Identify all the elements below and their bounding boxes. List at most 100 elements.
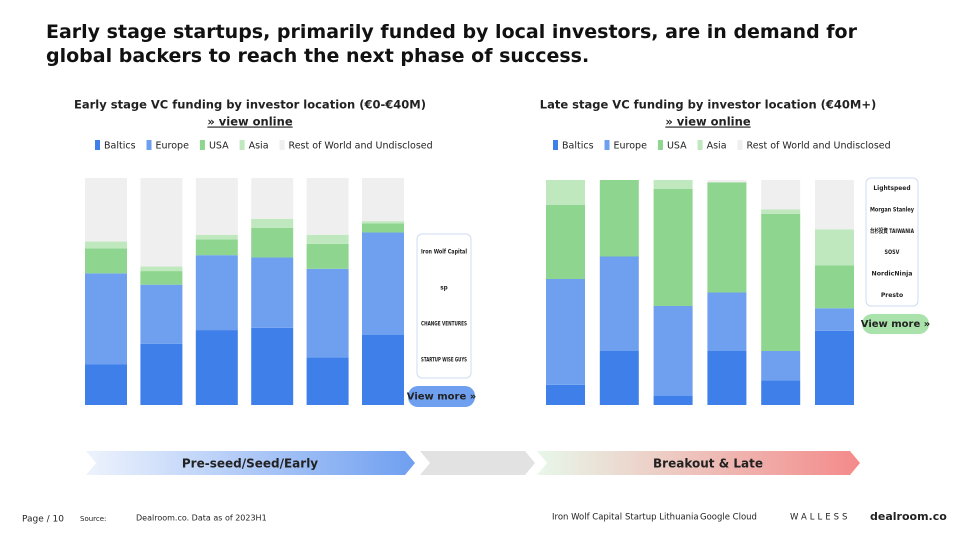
legend-label: Asia bbox=[707, 141, 727, 152]
bar-segment bbox=[251, 178, 294, 219]
investor-panel bbox=[865, 177, 919, 307]
legend-label: Europe bbox=[156, 141, 190, 152]
bar-segment bbox=[140, 284, 183, 344]
legend-label: Europe bbox=[614, 141, 648, 152]
bar-segment bbox=[815, 229, 854, 266]
bar-segment bbox=[707, 351, 747, 405]
bar-segment bbox=[140, 266, 183, 272]
bar-segment bbox=[306, 243, 349, 269]
stage-arrow bbox=[537, 451, 860, 475]
bar-segment bbox=[707, 292, 747, 351]
bar-segment bbox=[653, 396, 693, 405]
bar-segment bbox=[85, 178, 127, 242]
legend-label: USA bbox=[667, 141, 687, 152]
bar-segment bbox=[251, 257, 294, 328]
bar-segment bbox=[707, 180, 747, 183]
bar-segment bbox=[546, 384, 585, 405]
bar-segment bbox=[195, 239, 238, 256]
view-online-link[interactable]: » view online bbox=[665, 115, 750, 129]
legend-label: Asia bbox=[249, 141, 269, 152]
partner-logo: WALLESS bbox=[790, 513, 850, 523]
view-more-button[interactable] bbox=[408, 386, 475, 407]
bar-segment bbox=[140, 178, 183, 267]
bar-segment bbox=[195, 234, 238, 240]
stage-arrow bbox=[86, 451, 415, 475]
bar-segment bbox=[815, 330, 854, 405]
headline: Early stage startups, primarily funded b… bbox=[46, 21, 857, 67]
legend-label: Rest of World and Undisclosed bbox=[747, 141, 891, 152]
chart-title: Early stage VC funding by investor locat… bbox=[74, 98, 426, 112]
bar-segment bbox=[761, 209, 801, 214]
legend-label: Rest of World and Undisclosed bbox=[289, 141, 433, 152]
legend-swatch bbox=[604, 140, 610, 150]
bar-segment bbox=[653, 306, 693, 396]
bar-segment bbox=[306, 234, 349, 244]
bar-segment bbox=[546, 204, 585, 279]
bar-segment bbox=[815, 265, 854, 309]
view-more-button[interactable] bbox=[862, 314, 929, 334]
investor-logo: sp bbox=[440, 285, 448, 292]
investor-logo: CHANGE VENTURES bbox=[421, 321, 467, 328]
bar-segment bbox=[546, 279, 585, 385]
bar-segment bbox=[362, 223, 404, 233]
investor-logo: 台杉投資 TAIWANIA bbox=[870, 227, 914, 235]
bar-segment bbox=[362, 334, 404, 405]
legend-swatch bbox=[737, 140, 743, 150]
bar-segment bbox=[306, 268, 349, 358]
bar-segment bbox=[85, 241, 127, 249]
view-more-label[interactable]: View more » bbox=[407, 392, 476, 403]
legend-swatch bbox=[279, 140, 285, 150]
bar-segment bbox=[599, 180, 639, 257]
stage-arrow bbox=[420, 451, 535, 475]
investor-panel bbox=[416, 233, 472, 379]
bar-segment bbox=[599, 351, 639, 405]
stage-label: Pre-seed/Seed/Early bbox=[182, 457, 318, 471]
investor-logo: Iron Wolf Capital bbox=[421, 249, 467, 256]
bar-segment bbox=[362, 221, 404, 224]
bar-segment bbox=[85, 364, 127, 405]
source-label: Source: bbox=[80, 515, 106, 523]
view-online-link[interactable]: » view online bbox=[207, 115, 292, 129]
investor-logo: Lightspeed bbox=[873, 185, 910, 192]
source: Dealroom.co. Data as of 2023H1 bbox=[136, 514, 267, 523]
bar-segment bbox=[653, 189, 693, 306]
bar-segment bbox=[761, 351, 801, 381]
partner-logo: dealroom.co bbox=[870, 510, 947, 523]
investor-logo: NordicNinja bbox=[872, 271, 913, 278]
bar-segment bbox=[306, 357, 349, 405]
bar-segment bbox=[362, 178, 404, 222]
bar-segment bbox=[85, 273, 127, 365]
bar-segment bbox=[815, 180, 854, 230]
investor-logo: Morgan Stanley bbox=[870, 207, 914, 214]
bar-segment bbox=[761, 213, 801, 351]
legend-label: Baltics bbox=[104, 141, 136, 152]
view-more-label[interactable]: View more » bbox=[861, 319, 930, 330]
investor-logo: SOSV bbox=[885, 249, 900, 256]
bar-segment bbox=[195, 178, 238, 235]
chart-title: Late stage VC funding by investor locati… bbox=[540, 98, 876, 112]
bar-segment bbox=[761, 180, 801, 210]
bar-segment bbox=[140, 271, 183, 285]
bar-segment bbox=[546, 180, 585, 205]
bar-segment bbox=[707, 182, 747, 293]
legend-swatch bbox=[239, 140, 245, 150]
legend-swatch bbox=[697, 140, 703, 150]
investor-logo: STARTUP WISE GUYS bbox=[421, 357, 467, 364]
legend-swatch bbox=[657, 140, 663, 150]
legend-swatch bbox=[199, 140, 205, 150]
bar-segment bbox=[251, 227, 294, 258]
legend-swatch bbox=[146, 140, 152, 150]
bar-segment bbox=[195, 330, 238, 405]
bar-segment bbox=[85, 248, 127, 274]
bar-segment bbox=[251, 218, 294, 228]
legend-swatch bbox=[95, 140, 100, 150]
partner-logo: Startup Lithuania bbox=[625, 513, 699, 523]
legend-label: Baltics bbox=[562, 141, 594, 152]
bar-segment bbox=[140, 343, 183, 405]
page-number: Page / 10 bbox=[22, 515, 64, 525]
bar-segment bbox=[195, 255, 238, 331]
bar-segment bbox=[815, 308, 854, 331]
stage-label: Breakout & Late bbox=[653, 457, 763, 471]
